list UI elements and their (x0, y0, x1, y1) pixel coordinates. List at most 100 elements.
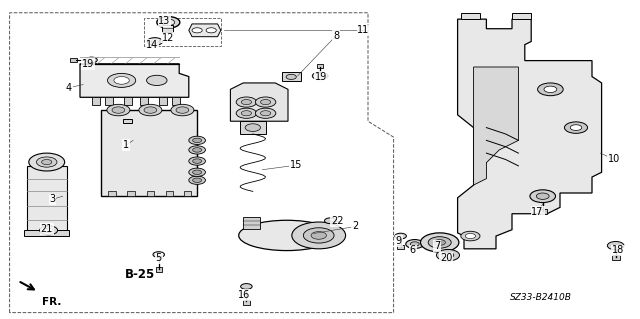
Circle shape (442, 252, 454, 258)
Polygon shape (230, 83, 288, 121)
Bar (159, 97, 167, 105)
Bar (24, 230, 69, 236)
Bar (282, 72, 301, 81)
Text: 19: 19 (315, 72, 328, 82)
Circle shape (406, 240, 424, 249)
Circle shape (108, 73, 136, 87)
Circle shape (312, 72, 328, 80)
Circle shape (193, 159, 202, 163)
Circle shape (86, 57, 97, 63)
Bar (397, 245, 404, 249)
Circle shape (189, 157, 205, 165)
Circle shape (144, 107, 157, 113)
Bar (512, 13, 531, 19)
Bar (243, 300, 250, 305)
Circle shape (564, 122, 588, 133)
Circle shape (107, 104, 130, 116)
Circle shape (311, 232, 326, 239)
Text: SZ33-B2410B: SZ33-B2410B (510, 293, 572, 302)
Text: 7: 7 (434, 241, 440, 251)
Circle shape (410, 242, 419, 246)
Circle shape (428, 237, 451, 248)
Text: 14: 14 (145, 40, 158, 50)
Circle shape (255, 108, 276, 118)
Bar (124, 97, 132, 105)
Text: FR.: FR. (42, 297, 61, 307)
Circle shape (286, 74, 296, 79)
Bar (612, 255, 620, 260)
Bar (240, 121, 266, 134)
Bar (317, 64, 323, 68)
Circle shape (193, 138, 202, 143)
Bar (27, 166, 67, 234)
Text: 18: 18 (611, 245, 624, 256)
Circle shape (607, 241, 624, 250)
Circle shape (44, 228, 53, 233)
Bar (156, 267, 162, 272)
Circle shape (530, 190, 556, 203)
Circle shape (189, 168, 205, 176)
Circle shape (260, 100, 271, 105)
Polygon shape (189, 24, 221, 37)
Text: 5: 5 (156, 253, 162, 263)
Text: 3: 3 (49, 194, 56, 204)
Text: 1: 1 (123, 140, 129, 150)
Text: 15: 15 (289, 160, 302, 170)
Text: 13: 13 (158, 16, 171, 26)
Circle shape (461, 231, 480, 241)
Circle shape (434, 240, 445, 245)
Bar (461, 13, 480, 19)
Bar (144, 18, 221, 46)
Circle shape (147, 75, 167, 85)
Circle shape (147, 38, 163, 45)
Circle shape (139, 104, 162, 116)
Circle shape (193, 178, 202, 182)
Circle shape (260, 111, 271, 116)
Text: 12: 12 (162, 33, 175, 43)
Bar (92, 97, 100, 105)
Circle shape (192, 28, 202, 33)
Circle shape (420, 233, 459, 252)
Bar (70, 58, 77, 62)
Text: 21: 21 (40, 224, 53, 234)
Text: 10: 10 (608, 154, 621, 165)
Circle shape (241, 111, 252, 116)
Circle shape (193, 148, 202, 152)
Polygon shape (458, 19, 602, 249)
Text: 16: 16 (238, 290, 251, 300)
Circle shape (151, 40, 159, 43)
Circle shape (171, 104, 194, 116)
Circle shape (436, 249, 460, 261)
Circle shape (189, 136, 205, 145)
Circle shape (245, 124, 260, 131)
Circle shape (189, 146, 205, 154)
Text: 17: 17 (531, 207, 544, 217)
Circle shape (570, 125, 582, 130)
Circle shape (395, 233, 406, 239)
Text: 9: 9 (396, 236, 402, 246)
Circle shape (153, 252, 164, 257)
Bar (140, 97, 148, 105)
Circle shape (42, 160, 52, 165)
Circle shape (465, 234, 476, 239)
Text: 11: 11 (357, 25, 370, 35)
Circle shape (303, 228, 334, 243)
Bar (105, 97, 113, 105)
Circle shape (241, 100, 252, 105)
Circle shape (255, 97, 276, 107)
Bar (184, 191, 191, 196)
Bar (147, 191, 154, 196)
Circle shape (157, 17, 180, 28)
Circle shape (544, 86, 557, 93)
Bar (243, 217, 260, 229)
Circle shape (193, 170, 202, 174)
Polygon shape (80, 64, 189, 97)
Polygon shape (474, 67, 518, 185)
Bar (123, 119, 132, 123)
Circle shape (40, 226, 58, 235)
Bar (166, 191, 173, 196)
Circle shape (112, 107, 125, 113)
Text: 19: 19 (82, 59, 95, 69)
Circle shape (189, 176, 205, 184)
Circle shape (236, 108, 257, 118)
